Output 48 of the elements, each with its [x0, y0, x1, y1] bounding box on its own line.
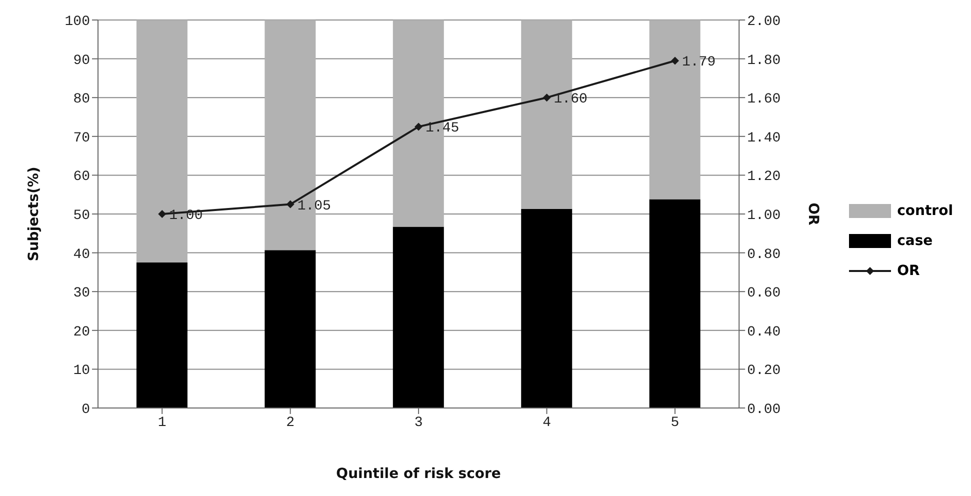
bar — [649, 199, 700, 408]
data-label: 1.45 — [426, 120, 460, 137]
y-tick-label: 70 — [73, 130, 90, 146]
point — [158, 210, 166, 218]
legend-label: OR — [897, 263, 920, 279]
data-label: 1.00 — [169, 208, 203, 224]
y2-tick-label: 1.60 — [747, 92, 781, 108]
y2-tick-label: 0.40 — [747, 324, 781, 340]
y-tick-label: 60 — [73, 169, 90, 186]
y2-tick-label: 1.80 — [747, 52, 781, 69]
y-axis-title: Subjects(%) — [26, 166, 42, 262]
bar — [392, 226, 444, 408]
y-tick-label: 50 — [73, 208, 90, 224]
point — [286, 200, 294, 208]
y2-tick-label: 0.80 — [747, 246, 781, 263]
y2-tick-label: 1.00 — [747, 208, 781, 224]
data-label: 1.60 — [554, 92, 588, 108]
y-tick-label: 20 — [73, 324, 90, 340]
legend-label: control — [897, 203, 953, 219]
y-tick-label: 10 — [73, 363, 90, 380]
y2-axis-title: OR — [805, 202, 822, 226]
y2-tick-label: 2.00 — [747, 14, 781, 30]
x-tick-label: 5 — [670, 414, 680, 431]
point — [414, 122, 423, 131]
data-label: 1.05 — [297, 198, 331, 214]
y2-tick-label: 0.00 — [747, 402, 781, 418]
x-axis-title: Quintile of risk score — [336, 466, 501, 482]
point — [542, 94, 551, 102]
y-tick-label: 30 — [73, 286, 90, 302]
x-tick-label: 2 — [286, 414, 295, 431]
x-tick-label: 4 — [542, 414, 551, 431]
bar — [136, 262, 188, 408]
y-tick-label: 90 — [73, 52, 90, 69]
data-label: 1.79 — [682, 54, 716, 71]
y-tick-label: 0 — [82, 402, 90, 418]
y2-tick-label: 1.40 — [747, 130, 781, 146]
y2-tick-label: 0.60 — [747, 286, 781, 302]
y-tick-label: 40 — [73, 246, 90, 263]
y-tick-label: 80 — [73, 92, 90, 108]
x-tick-label: 1 — [158, 414, 166, 431]
legend-label: case — [897, 233, 933, 249]
y-tick-label: 100 — [64, 14, 90, 30]
point — [670, 56, 679, 65]
bar — [521, 208, 572, 408]
y2-tick-label: 1.20 — [747, 169, 781, 186]
y2-tick-label: 0.20 — [747, 363, 781, 380]
x-tick-label: 3 — [414, 414, 423, 431]
bar — [264, 250, 316, 408]
